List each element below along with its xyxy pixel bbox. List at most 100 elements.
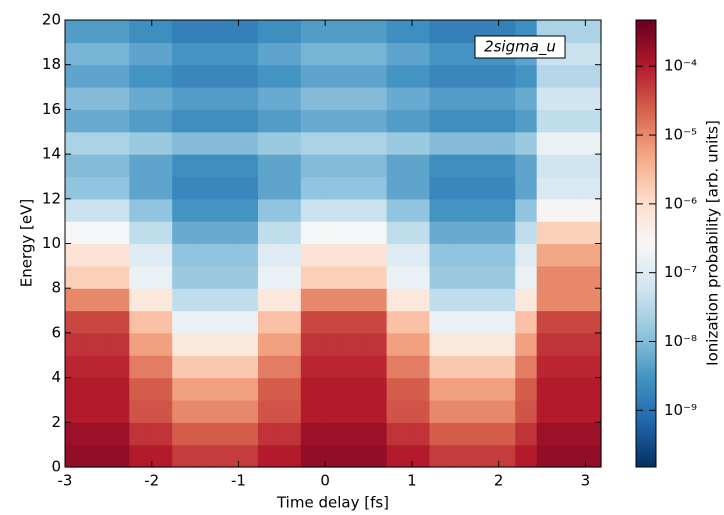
heat-cell xyxy=(279,399,302,423)
heat-cell xyxy=(515,377,538,401)
heat-cell xyxy=(107,221,130,245)
heat-cell xyxy=(129,64,152,88)
heat-cell xyxy=(65,64,88,88)
heat-cell xyxy=(343,198,366,222)
heat-cell xyxy=(386,20,409,43)
heat-cell xyxy=(193,288,216,312)
heat-cell xyxy=(343,154,366,178)
heat-cell xyxy=(558,154,581,178)
heat-cell xyxy=(107,243,130,267)
heat-cell xyxy=(107,198,130,222)
heat-cell xyxy=(215,243,238,267)
heat-cell xyxy=(193,422,216,446)
heat-cell xyxy=(257,109,280,133)
heat-cell xyxy=(343,310,366,334)
heat-cell xyxy=(365,332,388,356)
heat-cell xyxy=(579,154,602,178)
heat-cell xyxy=(172,20,195,43)
heat-cell xyxy=(279,377,302,401)
heat-cell xyxy=(343,444,366,468)
heat-cell xyxy=(408,87,431,110)
heat-cell xyxy=(300,87,323,110)
heat-cell xyxy=(150,310,173,334)
heat-cell xyxy=(322,221,345,245)
heat-cell xyxy=(279,64,302,88)
heat-cell xyxy=(450,332,473,356)
heat-cell xyxy=(429,64,452,88)
heat-cell xyxy=(536,154,559,178)
x-tick-label: 2 xyxy=(494,472,504,490)
colorbar-label: Ionization probability [arb. units] xyxy=(704,120,722,366)
heat-cell xyxy=(193,154,216,178)
heat-cell xyxy=(429,355,452,379)
heat-cell xyxy=(515,198,538,222)
heat-cell xyxy=(536,87,559,110)
heat-cell xyxy=(215,221,238,245)
heat-cell xyxy=(107,176,130,200)
annotation: 2sigma_u xyxy=(484,38,556,57)
heat-cell xyxy=(472,243,495,267)
heat-cell xyxy=(386,288,409,312)
heatmap xyxy=(65,20,602,468)
heat-cell xyxy=(493,154,516,178)
heat-cell xyxy=(343,422,366,446)
heat-cell xyxy=(579,198,602,222)
annotation-box xyxy=(474,35,566,59)
heat-cell xyxy=(493,265,516,289)
heat-cell xyxy=(257,20,280,43)
heat-cell xyxy=(150,131,173,155)
heat-cell xyxy=(236,288,259,312)
heat-cell xyxy=(558,310,581,334)
heat-cell xyxy=(172,131,195,155)
heat-cell xyxy=(150,377,173,401)
heat-cell xyxy=(300,243,323,267)
y-axis-label: Energy [eV] xyxy=(18,199,36,287)
heat-cell xyxy=(322,332,345,356)
heat-cell xyxy=(236,355,259,379)
heat-cell xyxy=(257,198,280,222)
heat-cell xyxy=(107,310,130,334)
heat-cell xyxy=(515,332,538,356)
heat-cell xyxy=(236,310,259,334)
heat-cell xyxy=(300,422,323,446)
heat-cell xyxy=(365,64,388,88)
heat-cell xyxy=(450,310,473,334)
heat-cell xyxy=(65,243,88,267)
heat-cell xyxy=(536,332,559,356)
heat-cell xyxy=(279,154,302,178)
heat-cell xyxy=(386,332,409,356)
heat-cell xyxy=(558,355,581,379)
heat-cell xyxy=(493,332,516,356)
heat-cell xyxy=(558,221,581,245)
heat-cell xyxy=(86,198,109,222)
heat-cell xyxy=(558,109,581,133)
heat-cell xyxy=(129,243,152,267)
heat-cell xyxy=(236,221,259,245)
heat-cell xyxy=(86,64,109,88)
heat-cell xyxy=(65,399,88,423)
heat-cell xyxy=(450,399,473,423)
heat-cell xyxy=(129,42,152,66)
heat-cell xyxy=(300,20,323,43)
heat-cell xyxy=(193,198,216,222)
heat-cell xyxy=(65,131,88,155)
heat-cell xyxy=(450,422,473,446)
y-tick-label: 0 xyxy=(51,458,61,476)
heat-cell xyxy=(365,265,388,289)
heat-cell xyxy=(493,64,516,88)
heat-cell xyxy=(65,87,88,110)
heat-cell xyxy=(107,377,130,401)
heat-cell xyxy=(579,131,602,155)
heat-cell xyxy=(300,221,323,245)
heat-cell xyxy=(365,444,388,468)
heat-cell xyxy=(193,131,216,155)
heat-cell xyxy=(450,154,473,178)
heat-cell xyxy=(536,310,559,334)
heat-cell xyxy=(408,310,431,334)
heat-cell xyxy=(450,265,473,289)
y-tick-label: 12 xyxy=(42,189,61,207)
heat-cell xyxy=(408,20,431,43)
heat-cell xyxy=(536,399,559,423)
heat-cell xyxy=(558,64,581,88)
heat-cell xyxy=(343,355,366,379)
